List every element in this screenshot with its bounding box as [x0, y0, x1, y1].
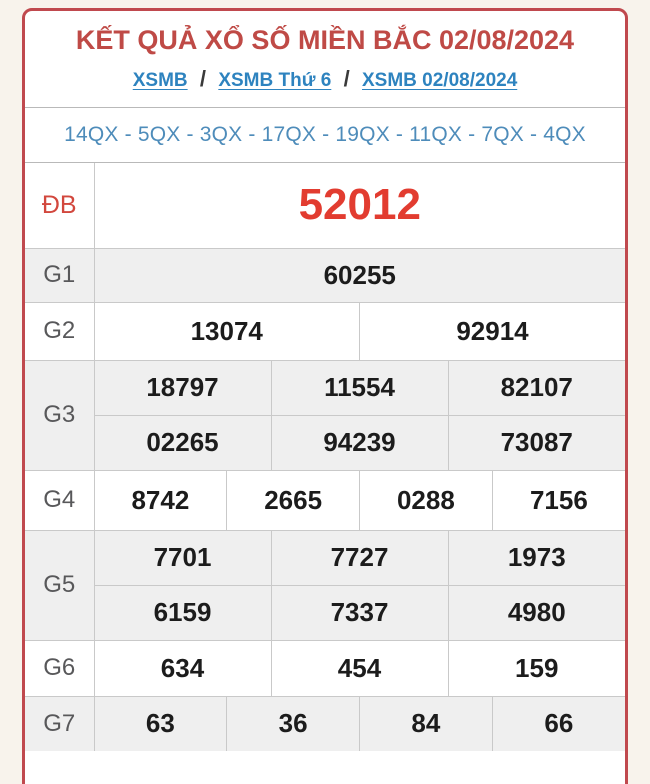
prize-value: 8742	[93, 469, 228, 531]
prize-label-g3: G3	[25, 359, 95, 471]
prize-value: 634	[93, 639, 272, 697]
prize-value: 6159	[93, 584, 272, 641]
prize-value: 84	[359, 695, 493, 752]
prize-label-g7: G7	[25, 695, 95, 752]
prize-row-db: ĐB 52012	[25, 162, 625, 249]
prize-value: 73087	[447, 414, 625, 471]
prize-row-g5-bottom: 6159 7337 4980	[25, 584, 625, 641]
prize-label-g4: G4	[25, 469, 95, 531]
prize-value: 7727	[270, 529, 449, 586]
breadcrumb-separator: /	[343, 66, 350, 91]
prize-value: 7156	[491, 469, 625, 531]
prize-row-g4: G4 8742 2665 0288 7156	[25, 469, 625, 531]
prize-label-db: ĐB	[25, 162, 95, 249]
prize-value: 94239	[270, 414, 449, 471]
prize-value: 63	[93, 695, 228, 752]
prize-row-g2: G2 13074 92914	[25, 301, 625, 361]
prize-value: 2665	[226, 469, 360, 531]
prize-row-g7: G7 63 36 84 66	[25, 695, 625, 752]
prize-label-g6: G6	[25, 639, 95, 697]
prize-label-g2: G2	[25, 301, 95, 361]
results-table: ĐB 52012 G1 60255 G2 13074 92914 G3 1879…	[25, 162, 625, 752]
prize-value: 1973	[447, 529, 625, 586]
card-header: KẾT QUẢ XỔ SỐ MIỀN BẮC 02/08/2024 XSMB /…	[25, 11, 625, 108]
summary-line-text[interactable]: 14QX - 5QX - 3QX - 17QX - 19QX - 11QX - …	[64, 123, 586, 146]
page-title: KẾT QUẢ XỔ SỐ MIỀN BẮC 02/08/2024	[75, 25, 575, 55]
breadcrumb-link-xsmb[interactable]: XSMB	[132, 70, 188, 91]
prize-value: 159	[447, 639, 625, 697]
prize-value: 66	[491, 695, 625, 752]
prize-row-g5-top: G5 7701 7727 1973	[25, 529, 625, 641]
breadcrumb-link-xsmb-date[interactable]: XSMB 02/08/2024	[362, 70, 518, 91]
breadcrumb: XSMB / XSMB Thứ 6 / XSMB 02/08/2024	[25, 65, 625, 94]
prize-label-g1: G1	[25, 247, 95, 303]
prize-value: 7337	[270, 584, 449, 641]
prize-value: 13074	[93, 301, 360, 361]
prize-row-g3-bottom: 02265 94239 73087	[25, 414, 625, 471]
prize-value: 02265	[93, 414, 272, 471]
prize-value: 11554	[270, 359, 449, 416]
results-card: KẾT QUẢ XỔ SỐ MIỀN BẮC 02/08/2024 XSMB /…	[22, 8, 628, 784]
prize-value: 454	[270, 639, 449, 697]
prize-row-g3-top: G3 18797 11554 82107	[25, 359, 625, 471]
summary-line-row: 14QX - 5QX - 3QX - 17QX - 19QX - 11QX - …	[25, 108, 625, 163]
prize-value-db: 52012	[93, 162, 625, 249]
prize-value: 18797	[93, 359, 272, 416]
prize-value: 82107	[447, 359, 625, 416]
prize-label-g5: G5	[25, 529, 95, 641]
breadcrumb-link-xsmb-thu6[interactable]: XSMB Thứ 6	[218, 70, 332, 91]
prize-value: 60255	[93, 247, 625, 303]
prize-value: 92914	[359, 301, 625, 361]
breadcrumb-separator: /	[199, 66, 207, 91]
prize-value: 36	[226, 695, 360, 752]
prize-value: 7701	[93, 529, 272, 586]
prize-row-g1: G1 60255	[25, 247, 625, 303]
prize-value: 0288	[359, 469, 493, 531]
prize-row-g6: G6 634 454 159	[25, 639, 625, 697]
prize-value: 4980	[447, 584, 625, 641]
